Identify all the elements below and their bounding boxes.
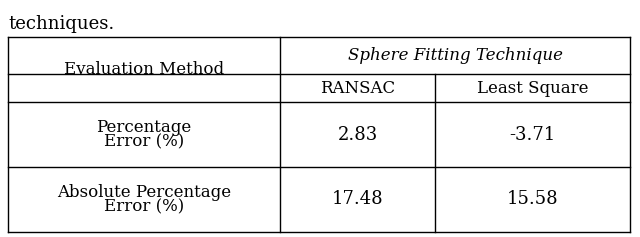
Text: Error (%): Error (%) [104,198,184,215]
Text: 17.48: 17.48 [332,191,383,209]
Text: Evaluation Method: Evaluation Method [64,61,224,78]
Text: Sphere Fitting Technique: Sphere Fitting Technique [348,47,563,64]
Text: 15.58: 15.58 [507,191,558,209]
Text: Least Square: Least Square [477,79,588,96]
Text: -3.71: -3.71 [509,126,556,143]
Text: Absolute Percentage: Absolute Percentage [57,184,231,201]
Text: Percentage: Percentage [97,119,191,136]
Text: techniques.: techniques. [8,15,115,33]
Text: RANSAC: RANSAC [320,79,395,96]
Text: 2.83: 2.83 [337,126,378,143]
Text: Error (%): Error (%) [104,133,184,150]
